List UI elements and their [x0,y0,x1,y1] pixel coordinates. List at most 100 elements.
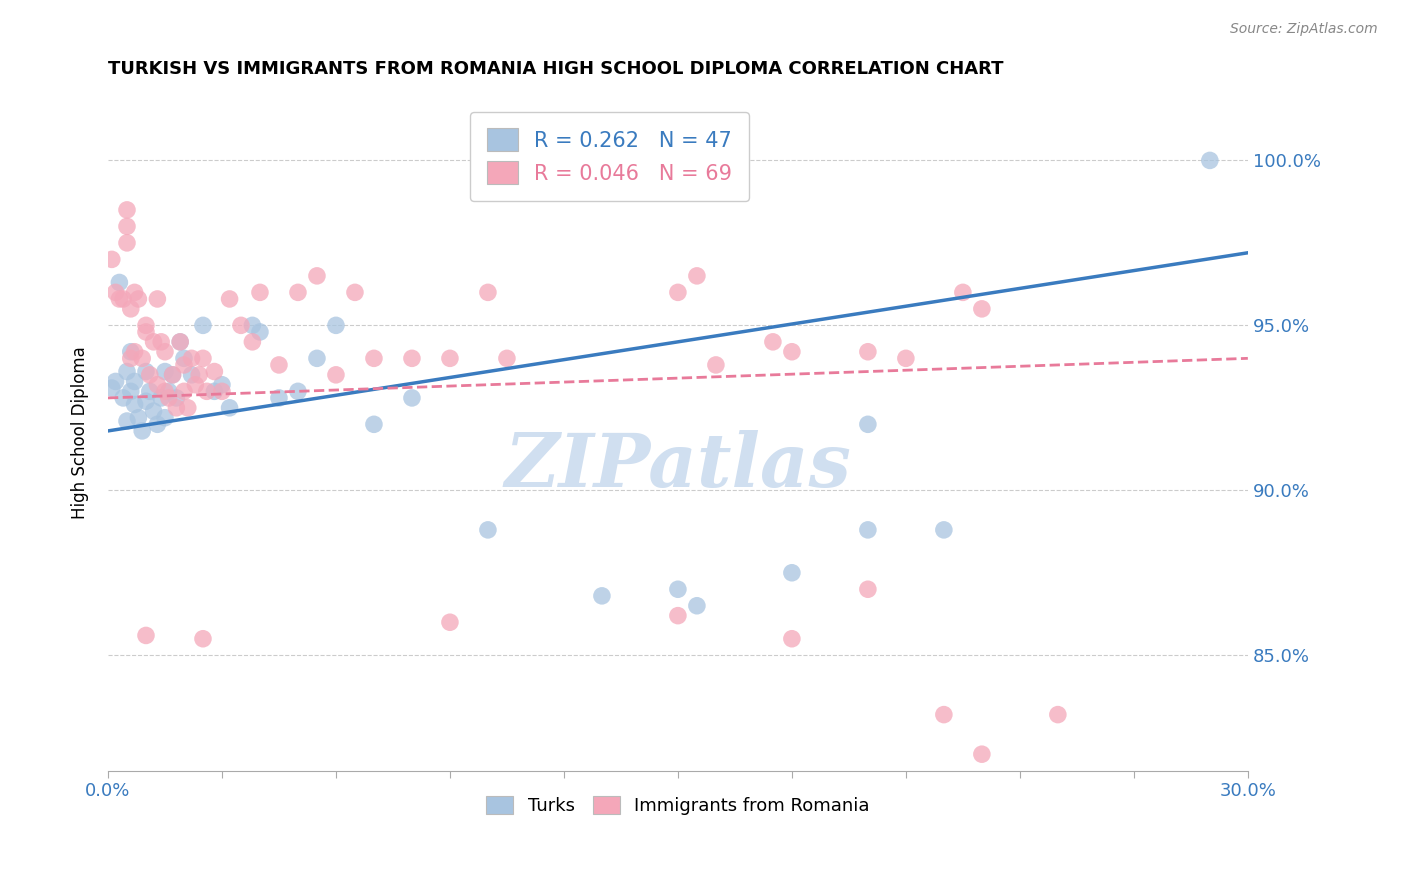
Point [153,344,176,359]
Point [439,351,461,366]
Point [104,375,127,389]
Point [115,219,138,234]
Point [184,377,207,392]
Point [169,334,191,349]
Point [591,153,613,168]
Point [191,632,214,646]
Point [249,325,271,339]
Point [218,401,240,415]
Point [135,628,157,642]
Point [666,608,689,623]
Legend: Turks, Immigrants from Romania: Turks, Immigrants from Romania [479,789,877,822]
Point [534,153,557,168]
Point [112,292,135,306]
Point [127,292,149,306]
Point [135,394,157,409]
Point [952,285,974,300]
Point [104,285,127,300]
Point [124,285,146,300]
Point [211,384,233,399]
Point [139,384,162,399]
Point [124,375,146,389]
Point [439,615,461,630]
Point [856,417,879,432]
Point [162,368,184,382]
Point [287,285,309,300]
Point [666,285,689,300]
Point [115,202,138,217]
Point [591,589,613,603]
Point [173,351,195,366]
Point [157,391,180,405]
Point [970,301,993,316]
Point [229,318,252,333]
Point [249,285,271,300]
Point [153,384,176,399]
Point [267,391,290,405]
Point [146,417,169,432]
Point [112,391,135,405]
Point [401,391,423,405]
Point [686,268,709,283]
Point [120,344,142,359]
Point [240,334,263,349]
Point [1046,707,1069,722]
Point [173,384,195,399]
Point [180,351,202,366]
Point [153,365,176,379]
Point [363,351,385,366]
Point [202,365,225,379]
Point [135,365,157,379]
Point [267,358,290,372]
Point [762,334,785,349]
Point [180,368,202,382]
Point [135,325,157,339]
Point [305,351,328,366]
Point [169,334,191,349]
Point [666,582,689,597]
Point [124,398,146,412]
Point [153,410,176,425]
Point [195,384,218,399]
Point [218,292,240,306]
Y-axis label: High School Diploma: High School Diploma [72,346,89,519]
Point [146,292,169,306]
Point [477,523,499,537]
Point [120,384,142,399]
Point [401,351,423,366]
Point [150,391,173,405]
Point [287,384,309,399]
Text: ZIPatlas: ZIPatlas [505,430,852,502]
Point [131,351,153,366]
Point [101,381,124,395]
Point [131,424,153,438]
Point [124,344,146,359]
Point [704,358,727,372]
Point [173,358,195,372]
Point [162,368,184,382]
Point [894,351,917,366]
Point [146,377,169,392]
Point [363,417,385,432]
Point [101,252,124,267]
Point [139,368,162,382]
Point [496,351,519,366]
Point [165,391,187,405]
Point [970,747,993,762]
Point [343,285,366,300]
Point [115,235,138,250]
Point [157,384,180,399]
Text: TURKISH VS IMMIGRANTS FROM ROMANIA HIGH SCHOOL DIPLOMA CORRELATION CHART: TURKISH VS IMMIGRANTS FROM ROMANIA HIGH … [108,60,1004,78]
Point [856,582,879,597]
Point [856,344,879,359]
Point [177,401,200,415]
Point [780,632,803,646]
Point [856,523,879,537]
Point [202,384,225,399]
Point [120,301,142,316]
Point [325,368,347,382]
Point [211,377,233,392]
Text: Source: ZipAtlas.com: Source: ZipAtlas.com [1230,22,1378,37]
Point [325,318,347,333]
Point [142,404,165,418]
